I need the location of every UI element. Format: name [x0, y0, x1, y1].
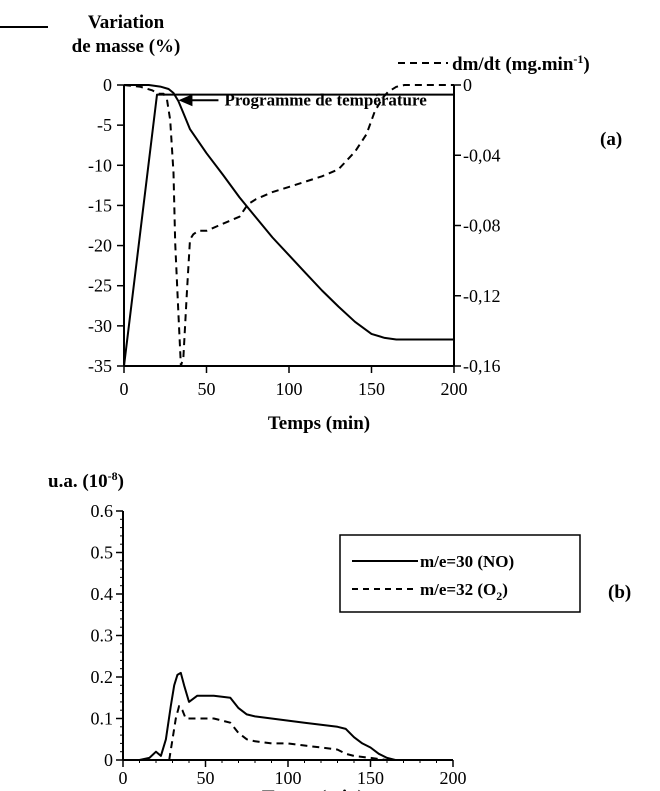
panel-a-header: Variation de masse (%) dm/dt (mg.min-1) … [0, 12, 622, 150]
panel-b-y-title: u.a. (10-8) [48, 469, 124, 492]
x-tick-label: 100 [276, 379, 303, 399]
y-right-title: dm/dt (mg.min-1) [452, 52, 590, 75]
legend-no-label: m/e=30 (NO) [420, 552, 514, 571]
y-left-tick-label: -5 [97, 115, 112, 135]
panel-b-label: (b) [608, 582, 631, 603]
legend-o2-label: m/e=32 (O2) [420, 580, 508, 603]
y-tick-label: 0.4 [91, 584, 114, 604]
x-tick-label: 0 [120, 379, 129, 399]
x-tick-label: 50 [197, 768, 215, 788]
series-dm-dt [123, 84, 454, 367]
annotation-label: Programme de température [224, 90, 427, 109]
y-left-title-line2: de masse (%) [72, 36, 181, 57]
x-tick-label: 0 [119, 768, 128, 788]
series-temperature-program [123, 93, 454, 367]
y-right-tick-label: -0,12 [463, 286, 501, 306]
panel-b-header: u.a. (10-8) (b) m/e=30 (NO) m/e=32 (O2) [48, 469, 631, 613]
y-right-tick-label: -0,08 [463, 216, 501, 236]
y-tick-label: 0.2 [91, 667, 114, 687]
y-left-tick-label: -35 [88, 356, 112, 376]
series-no [139, 671, 396, 761]
y-left-tick-label: -15 [88, 195, 112, 215]
x-tick-label: 150 [358, 379, 385, 399]
y-tick-label: 0.1 [91, 709, 114, 729]
panel-b-plot: 0 0.1 0.2 0.3 0.4 0.5 0.6 0 50 100 150 200 Temps (mi… [91, 501, 467, 791]
y-tick-label: 0.3 [91, 626, 114, 646]
y-left-tick-label: -10 [88, 155, 112, 175]
y-left-title-line1: Variation [88, 12, 165, 33]
legend-box: m/e=30 (NO) m/e=32 (O2) [339, 534, 581, 613]
x-tick-label: 150 [357, 768, 384, 788]
panel-a-plot: 0 -5 -10 -15 -20 -25 -30 -35 0 -0,04 -0,08 -0,12 -0,… [88, 75, 501, 434]
y-left-tick-label: -20 [88, 236, 112, 256]
y-left-tick-label: -25 [88, 276, 112, 296]
annotation-arrow-head [178, 94, 193, 107]
x-tick-label: 100 [275, 768, 302, 788]
x-tick-label: 200 [441, 379, 468, 399]
y-tick-label: 0 [104, 750, 113, 770]
y-left-tick-label: -30 [88, 316, 112, 336]
y-left-tick-label: 0 [103, 75, 112, 95]
series-o2 [168, 705, 396, 761]
y-right-tick-label: -0,04 [463, 145, 501, 165]
series-mass-variation [124, 84, 454, 341]
y-right-tick-label: -0,16 [463, 356, 501, 376]
panel-a-label: (a) [600, 129, 622, 150]
x-tick-label: 50 [198, 379, 216, 399]
x-tick-label: 200 [440, 768, 467, 788]
y-tick-label: 0.5 [91, 543, 114, 563]
y-tick-label: 0.6 [91, 501, 114, 521]
x-axis-title: Temps (min) [268, 413, 370, 434]
y-right-tick-label: 0 [463, 75, 472, 95]
x-axis-title: Temps (min) [262, 787, 364, 791]
